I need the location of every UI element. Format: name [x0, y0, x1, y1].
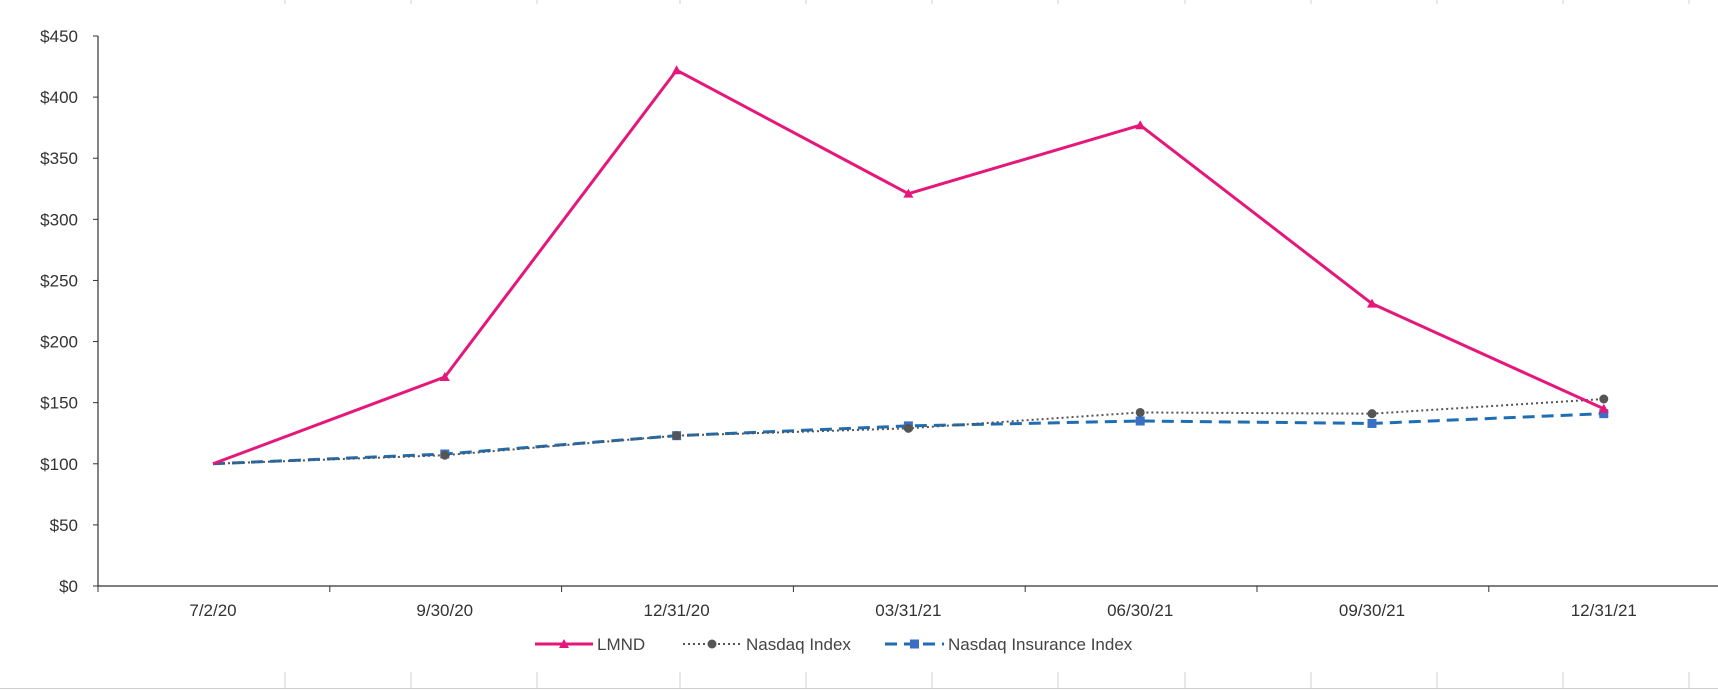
data-point: [1599, 394, 1609, 404]
x-tick-label: 12/31/21: [1571, 601, 1637, 620]
series-line: [212, 68, 1605, 466]
data-point: [1367, 409, 1377, 419]
data-point: [672, 431, 682, 441]
data-point: [1367, 298, 1377, 308]
legend-label: Nasdaq Insurance Index: [948, 635, 1133, 654]
legend-marker: [559, 639, 569, 648]
data-point: [1135, 416, 1145, 426]
legend-marker: [910, 639, 919, 649]
y-tick-label: $200: [40, 333, 78, 352]
series-nasdaq-index: [212, 394, 1609, 465]
legend-item: Nasdaq Insurance Index: [885, 635, 1133, 654]
legend-item: LMND: [535, 635, 645, 654]
data-point: [440, 450, 450, 460]
data-point: [1599, 409, 1609, 419]
y-tick-label: $300: [40, 210, 78, 229]
legend: LMND Nasdaq Index Nasdaq Insurance Index: [535, 635, 1133, 654]
y-tick-label: $450: [40, 27, 78, 46]
series-nasdaq-insurance-index: [212, 409, 1609, 466]
data-point: [1135, 120, 1146, 130]
data-point: [439, 372, 450, 381]
legend-marker: [707, 639, 717, 649]
y-tick-label: $350: [40, 149, 78, 168]
series-lines: [212, 65, 1609, 466]
x-tick-label: 9/30/20: [416, 601, 473, 620]
data-point: [671, 65, 682, 75]
y-tick-label: $0: [59, 577, 78, 596]
series-line: [212, 412, 1604, 466]
axes: $0 $50 $100 $150 $200 $250 $300 $350 $400 $450 7/2…: [40, 27, 1718, 620]
data-point: [903, 188, 914, 198]
x-tick-label: 06/30/21: [1107, 601, 1173, 620]
data-point: [1367, 418, 1377, 428]
y-tick-label: $150: [40, 394, 78, 413]
data-point: [1598, 403, 1609, 413]
y-tick-label: $50: [50, 516, 78, 535]
x-tick-label: 03/31/21: [875, 601, 941, 620]
series-lmnd: [212, 65, 1609, 466]
legend-item: Nasdaq Index: [683, 635, 851, 654]
legend-label: LMND: [597, 635, 645, 654]
x-tick-label: 09/30/21: [1339, 601, 1405, 620]
y-tick-label: $250: [40, 271, 78, 290]
y-tick-label: $400: [40, 88, 78, 107]
x-tick-label: 7/2/20: [189, 601, 236, 620]
legend-label: Nasdaq Index: [746, 635, 851, 654]
data-point: [903, 423, 913, 433]
data-point: [1135, 407, 1145, 417]
y-tick-label: $100: [40, 455, 78, 474]
x-tick-label: 12/31/20: [644, 601, 710, 620]
